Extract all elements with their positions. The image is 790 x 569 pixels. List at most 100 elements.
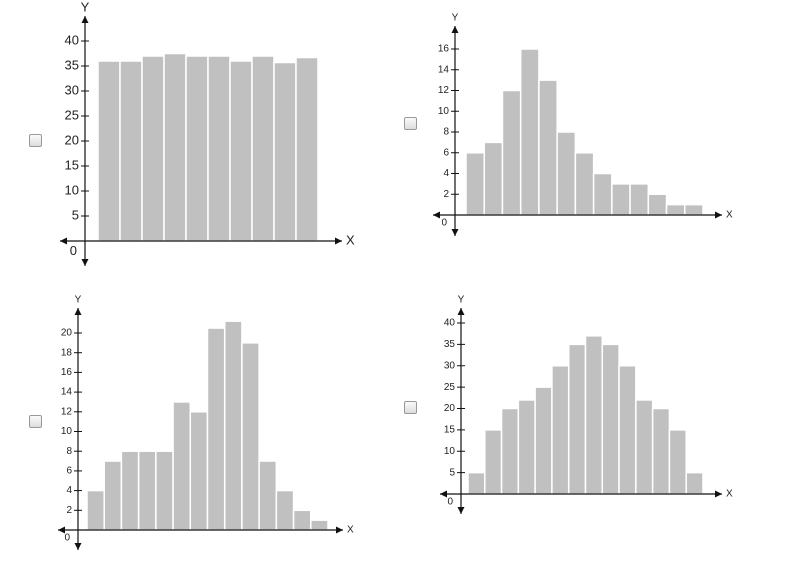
axis-arrow bbox=[457, 308, 465, 315]
bar bbox=[556, 131, 577, 216]
y-tick-label: 35 bbox=[444, 339, 456, 350]
bar bbox=[501, 89, 522, 216]
bar bbox=[574, 152, 595, 216]
bar bbox=[651, 407, 671, 495]
x-axis-label: X bbox=[726, 489, 733, 500]
axis-arrow bbox=[74, 308, 82, 315]
y-tick-label: 4 bbox=[66, 485, 72, 496]
bar bbox=[295, 56, 319, 242]
bar bbox=[519, 48, 540, 216]
bar bbox=[137, 450, 157, 531]
checkbox[interactable] bbox=[29, 134, 42, 147]
bar bbox=[592, 172, 613, 216]
bar bbox=[275, 489, 295, 531]
y-tick-label: 12 bbox=[438, 85, 450, 96]
x-axis-label: X bbox=[347, 525, 354, 536]
y-tick-label: 8 bbox=[443, 127, 449, 138]
bar bbox=[538, 79, 558, 216]
bar bbox=[172, 401, 192, 531]
y-axis-label: Y bbox=[452, 13, 459, 24]
y-tick-label: 14 bbox=[61, 387, 73, 398]
bar bbox=[251, 55, 275, 242]
bar bbox=[517, 399, 536, 495]
axis-arrow bbox=[715, 211, 722, 219]
bar bbox=[629, 183, 650, 216]
y-tick-label: 20 bbox=[65, 132, 79, 147]
y-tick-label: 18 bbox=[61, 347, 73, 358]
bar bbox=[465, 152, 485, 216]
y-axis-label: Y bbox=[81, 0, 90, 14]
y-tick-label: 20 bbox=[444, 403, 456, 414]
y-tick-label: 10 bbox=[65, 182, 79, 197]
y-tick-label: 0 bbox=[70, 243, 77, 258]
y-tick-label: 2 bbox=[443, 189, 449, 200]
y-tick-label: 0 bbox=[447, 497, 453, 508]
y-tick-label: 25 bbox=[65, 107, 79, 122]
y-axis-label: Y bbox=[458, 295, 465, 306]
checkbox[interactable] bbox=[29, 415, 42, 428]
y-tick-label: 0 bbox=[64, 533, 70, 544]
y-tick-label: 14 bbox=[438, 64, 450, 75]
axis-arrow bbox=[715, 490, 722, 498]
bar bbox=[618, 365, 637, 495]
y-tick-label: 25 bbox=[444, 382, 456, 393]
axis-arrow bbox=[433, 211, 440, 219]
y-tick-label: 16 bbox=[438, 44, 450, 55]
axis-arrow bbox=[451, 26, 459, 33]
bar bbox=[685, 471, 704, 495]
bar bbox=[189, 411, 209, 531]
y-tick-label: 15 bbox=[444, 425, 456, 436]
bar bbox=[155, 450, 174, 531]
bar bbox=[103, 460, 123, 531]
bar bbox=[120, 450, 140, 531]
bar bbox=[500, 407, 520, 495]
y-tick-label: 6 bbox=[66, 466, 72, 477]
y-tick-label: 5 bbox=[449, 467, 455, 478]
bar bbox=[635, 399, 654, 495]
bar bbox=[292, 509, 312, 531]
y-tick-label: 8 bbox=[66, 446, 72, 457]
bar bbox=[584, 335, 604, 495]
y-tick-label: 40 bbox=[444, 318, 456, 329]
y-tick-label: 10 bbox=[61, 426, 73, 437]
y-tick-label: 15 bbox=[65, 157, 79, 172]
bar bbox=[141, 55, 165, 242]
bar bbox=[223, 320, 243, 531]
axis-arrow bbox=[81, 259, 89, 266]
axis-arrow bbox=[74, 543, 82, 550]
bar bbox=[310, 519, 329, 531]
bar bbox=[258, 460, 278, 531]
y-axis-label: Y bbox=[75, 295, 82, 306]
bar bbox=[185, 55, 209, 242]
bar bbox=[668, 429, 687, 495]
y-tick-label: 20 bbox=[61, 328, 73, 339]
bar bbox=[483, 141, 504, 216]
bar bbox=[97, 60, 121, 242]
y-tick-label: 2 bbox=[66, 505, 72, 516]
axis-arrow bbox=[336, 526, 343, 534]
bar bbox=[241, 342, 260, 531]
bar bbox=[207, 55, 231, 242]
axis-arrow bbox=[457, 507, 465, 514]
bar bbox=[163, 52, 187, 242]
y-tick-label: 12 bbox=[61, 406, 73, 417]
bar bbox=[229, 60, 253, 242]
bar bbox=[206, 327, 226, 531]
x-axis-label: X bbox=[346, 232, 355, 247]
y-tick-label: 30 bbox=[65, 82, 79, 97]
bar bbox=[484, 429, 503, 495]
bar bbox=[119, 60, 143, 242]
y-tick-label: 0 bbox=[441, 218, 447, 229]
checkbox[interactable] bbox=[404, 401, 417, 414]
y-tick-label: 30 bbox=[444, 360, 456, 371]
bar bbox=[684, 203, 704, 216]
axis-arrow bbox=[440, 490, 447, 498]
axis-arrow bbox=[451, 229, 459, 236]
axis-arrow bbox=[81, 16, 89, 23]
axis-arrow bbox=[335, 237, 342, 245]
checkbox[interactable] bbox=[404, 117, 417, 130]
bar bbox=[601, 343, 620, 495]
bar bbox=[611, 183, 631, 216]
